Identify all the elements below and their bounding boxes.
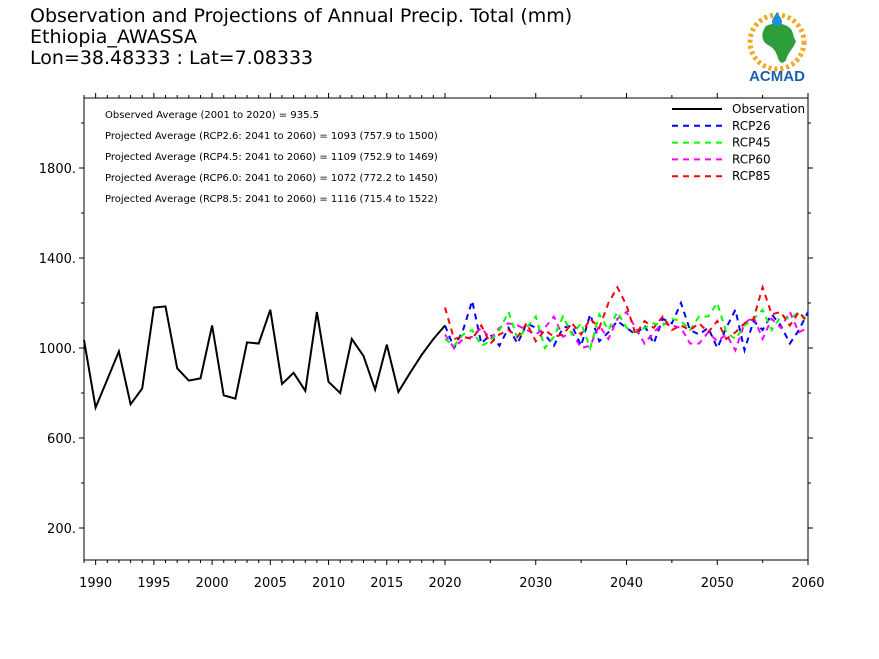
y-tick-label: 1000. (39, 342, 76, 357)
chart-annotation: Projected Average (RCP8.5: 2041 to 2060)… (105, 194, 438, 205)
x-tick-label: 2000 (196, 576, 229, 591)
x-tick-label: 1990 (79, 576, 112, 591)
series-line-observation (83, 305, 446, 412)
x-tick-label: 2015 (370, 576, 403, 591)
legend-label-rcp45: RCP45 (732, 136, 771, 150)
logo-text: ACMAD (749, 68, 805, 84)
x-tick-label: 2005 (254, 576, 287, 591)
station-coordinates: Lon=38.48333 : Lat=7.08333 (30, 47, 314, 69)
x-tick-label: 2040 (610, 576, 643, 591)
legend-label-rcp85: RCP85 (732, 169, 771, 183)
x-tick-label: 2060 (791, 576, 824, 591)
y-tick-label: 1400. (39, 252, 76, 267)
series-line-rcp26 (444, 296, 809, 355)
y-tick-label: 1800. (39, 162, 76, 177)
station-name: Ethiopia_AWASSA (30, 26, 198, 48)
x-tick-label: 2020 (428, 576, 461, 591)
chart-annotation: Observed Average (2001 to 2020) = 935.5 (105, 110, 319, 121)
y-tick-label: 600. (47, 432, 76, 447)
chart-annotation: Projected Average (RCP4.5: 2041 to 2060)… (105, 152, 438, 163)
chart-title: Observation and Projections of Annual Pr… (30, 5, 573, 27)
legend-label-observation: Observation (732, 102, 805, 116)
x-tick-label: 2050 (701, 576, 734, 591)
chart-annotation: Projected Average (RCP2.6: 2041 to 2060)… (105, 131, 438, 142)
series-line-rcp45 (444, 300, 809, 352)
x-tick-label: 1995 (137, 576, 170, 591)
series-line-rcp85 (444, 283, 809, 346)
chart-title-block: Observation and Projections of Annual Pr… (30, 6, 572, 69)
x-tick-label: 2010 (312, 576, 345, 591)
y-tick-label: 200. (47, 522, 76, 537)
x-tick-label: 2030 (519, 576, 552, 591)
legend-label-rcp60: RCP60 (732, 152, 771, 166)
series-line-rcp60 (444, 309, 809, 353)
legend-label-rcp26: RCP26 (732, 119, 771, 133)
acmad-logo: ACMAD (747, 12, 807, 84)
plot-frame (83, 97, 809, 561)
chart-annotation: Projected Average (RCP6.0: 2041 to 2060)… (105, 173, 438, 184)
